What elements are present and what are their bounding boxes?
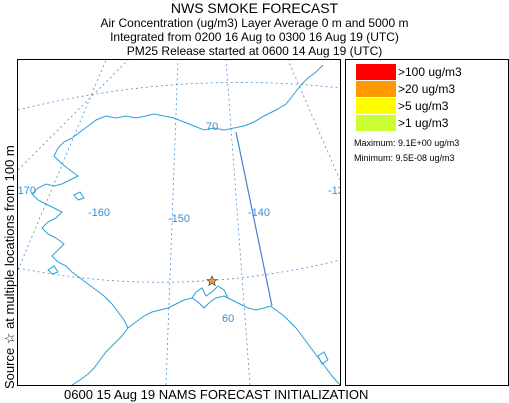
- legend-swatch-100: [356, 64, 396, 80]
- legend-label: >5 ug/m3: [398, 99, 449, 113]
- longitude-label: -160: [88, 207, 110, 219]
- legend-label: >100 ug/m3: [398, 65, 462, 79]
- longitude-line-160: [18, 60, 107, 271]
- latitude-label: 60: [222, 313, 234, 325]
- forecast-map: -170 -160 -150 -140 -130 70 60: [18, 60, 340, 385]
- latitude-line-60: [18, 259, 340, 283]
- longitude-label: -170: [18, 185, 36, 197]
- kenai-coast: [191, 285, 229, 299]
- concentration-description: Air Concentration (ug/m3) Layer Average …: [100, 16, 409, 30]
- alaska-coastline: [31, 64, 340, 385]
- longitude-line-150: [165, 60, 179, 385]
- gulf-coast: [127, 295, 340, 385]
- model-domain-boundary: [235, 131, 273, 307]
- latitude-label: 70: [206, 121, 218, 133]
- map-title: NWS SMOKE FORECAST: [170, 0, 339, 16]
- maximum-value: Maximum: 9.1E+00 ug/m3: [354, 138, 460, 148]
- legend-swatch-5: [356, 98, 396, 114]
- forecast-initialization: 0600 15 Aug 19 NAMS FORECAST INITIALIZAT…: [64, 387, 369, 402]
- longitude-label: -150: [168, 213, 190, 225]
- legend-panel: >100 ug/m3 >20 ug/m3 >5 ug/m3 >1 ug/m3 M…: [345, 59, 509, 386]
- legend-label: >1 ug/m3: [398, 116, 449, 130]
- latitude-line-70: [18, 82, 340, 111]
- legend-swatch-1: [356, 115, 396, 131]
- islands: [47, 191, 329, 365]
- source-height-label: from 100 m: [2, 145, 17, 211]
- longitude-label: -140: [248, 207, 270, 219]
- longitude-line-140: [225, 60, 251, 385]
- map-panel: -170 -160 -150 -140 -130 70 60: [17, 59, 341, 386]
- longitude-line-170: [18, 60, 129, 171]
- north-coast: [31, 64, 324, 385]
- source-locations-label: Source ☆ at multiple locations: [2, 214, 17, 389]
- star-icon: [206, 275, 218, 287]
- legend-swatch-20: [356, 81, 396, 97]
- longitude-line-130: [287, 60, 340, 181]
- source-side-label: Source ☆ at multiple locations from 100 …: [1, 59, 17, 389]
- minimum-value: Minimum: 9.5E-08 ug/m3: [354, 153, 455, 163]
- release-info: PM25 Release started at 0600 14 Aug 19 (…: [126, 44, 383, 58]
- integration-period: Integrated from 0200 16 Aug to 0300 16 A…: [110, 30, 399, 44]
- graticule: [18, 60, 340, 385]
- longitude-label: -130: [328, 185, 340, 197]
- legend-label: >20 ug/m3: [398, 82, 456, 96]
